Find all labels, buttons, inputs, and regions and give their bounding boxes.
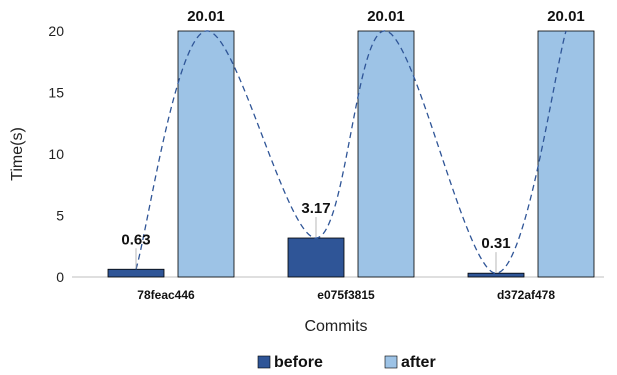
- legend-swatch-before: [257, 355, 271, 369]
- y-tick-label: 20: [48, 23, 64, 39]
- bar-before-e075f3815: [287, 237, 345, 278]
- x-tick-label: e075f3815: [317, 288, 375, 302]
- y-tick-label: 15: [48, 85, 64, 101]
- y-tick-label: 5: [56, 208, 64, 224]
- x-axis-category-labels: 78feac446 e075f3815 d372af478: [137, 288, 555, 302]
- data-label-after-e075f3815: 20.01: [367, 8, 405, 25]
- data-label-after-d372af478: 20.01: [547, 8, 585, 25]
- y-tick-label: 10: [48, 146, 64, 162]
- legend: before after: [257, 354, 436, 371]
- data-label-before-78feac446: 0.63: [121, 231, 150, 248]
- bar-after-e075f3815: [357, 30, 415, 278]
- bar-before-d372af478: [467, 272, 525, 278]
- x-axis-title: Commits: [304, 318, 367, 335]
- x-tick-label: d372af478: [497, 288, 555, 302]
- data-label-before-d372af478: 0.31: [481, 235, 510, 252]
- data-labels-group: 0.63 20.01 3.17 20.01 0.31 20.01: [121, 8, 585, 273]
- x-tick-label: 78feac446: [137, 288, 195, 302]
- y-axis-title: Time(s): [9, 127, 26, 181]
- bar-after-78feac446: [177, 30, 235, 278]
- bar-after-d372af478: [537, 30, 595, 278]
- legend-label-before: before: [274, 354, 323, 371]
- trend-line: [135, 30, 567, 274]
- data-label-before-e075f3815: 3.17: [301, 200, 330, 217]
- bars-group: [107, 30, 595, 278]
- legend-swatch-after: [384, 355, 398, 369]
- bar-before-78feac446: [107, 268, 165, 278]
- trend-line-group: [135, 30, 567, 274]
- y-tick-label: 0: [56, 269, 64, 285]
- data-label-after-78feac446: 20.01: [187, 8, 225, 25]
- legend-label-after: after: [401, 354, 436, 371]
- y-axis-ticks: 0 5 10 15 20: [48, 23, 64, 285]
